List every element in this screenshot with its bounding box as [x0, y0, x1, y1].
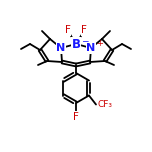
Text: F: F	[65, 25, 71, 35]
Text: −: −	[81, 36, 88, 45]
Text: N: N	[56, 43, 66, 53]
Text: +: +	[96, 40, 103, 48]
Text: B: B	[71, 38, 81, 50]
Text: F: F	[73, 112, 79, 122]
Text: N: N	[86, 43, 96, 53]
Text: CF₃: CF₃	[98, 100, 113, 109]
Text: F: F	[81, 25, 87, 35]
